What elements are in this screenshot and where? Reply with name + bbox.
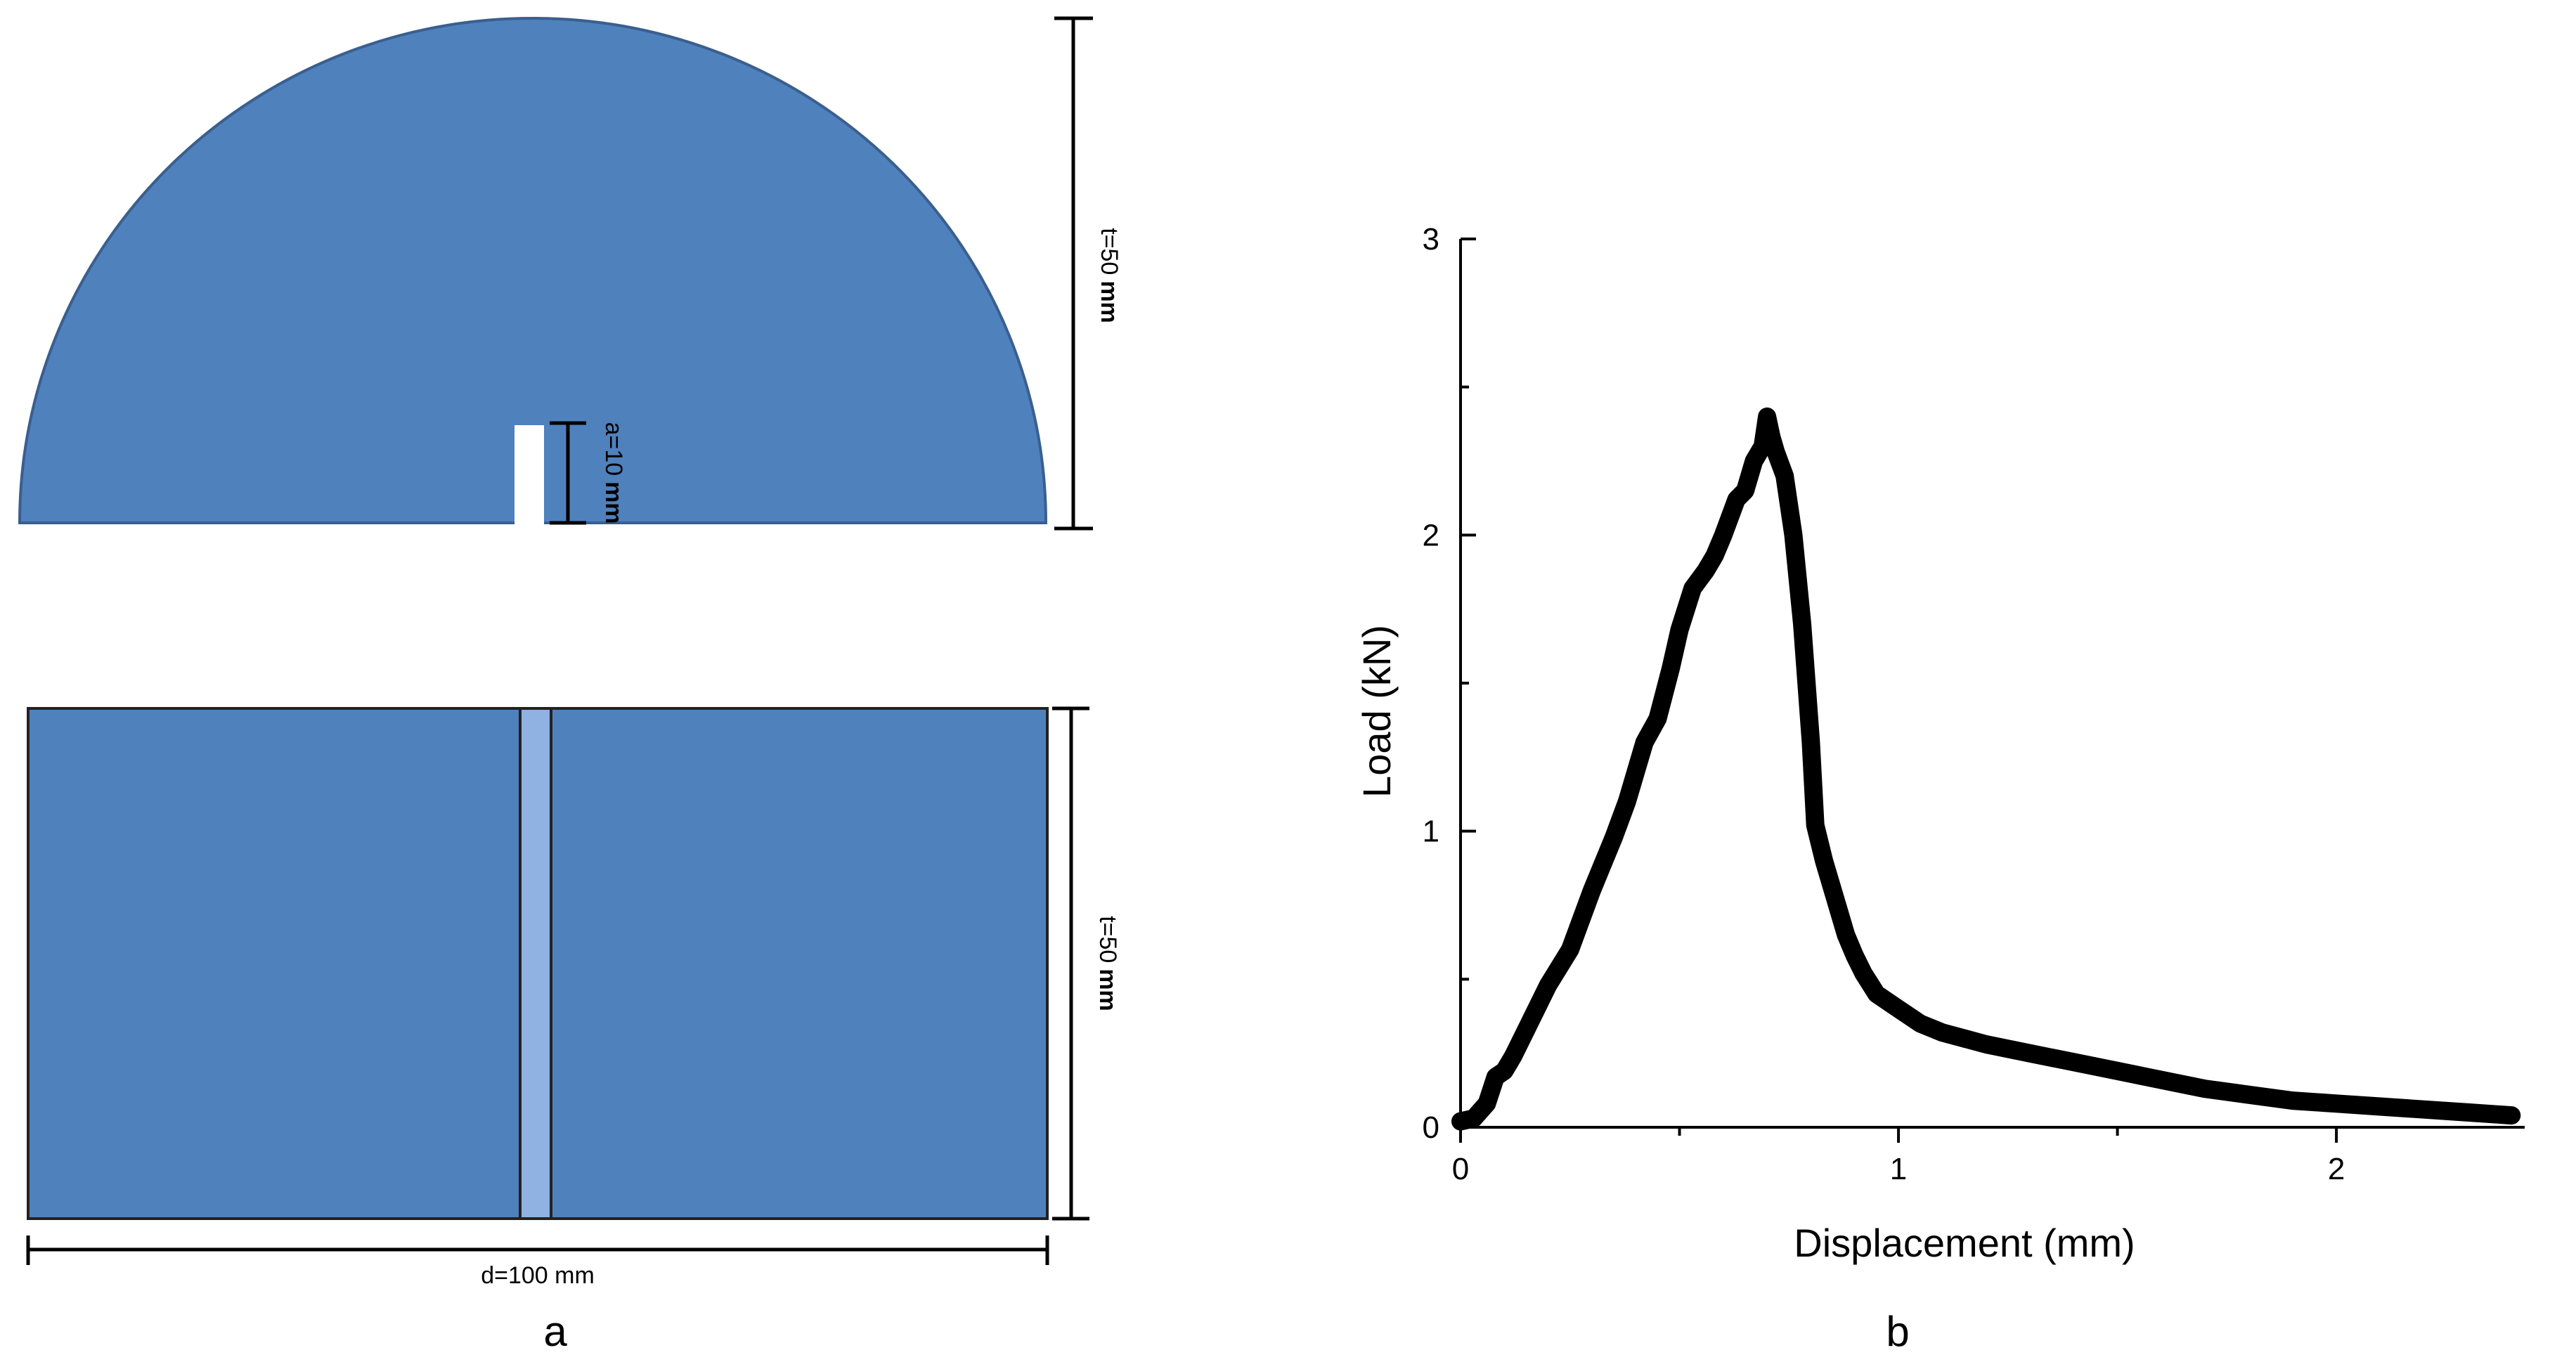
panel-b-label: b <box>1886 1308 1909 1355</box>
y-tick-label: 1 <box>1423 815 1439 849</box>
rectangle-thickness-dimension <box>1052 706 1089 1221</box>
notch-slot <box>514 425 544 527</box>
notch-dimension <box>550 421 586 525</box>
semicircle-thickness-dimension <box>1054 16 1093 531</box>
notch-band <box>519 707 552 1220</box>
y-tick-label: 3 <box>1423 222 1439 257</box>
notch-dimension-label: a=10mm <box>600 422 627 524</box>
diameter-label: d=100 mm <box>481 1262 595 1289</box>
x-tick-label: 2 <box>2328 1152 2345 1186</box>
load-curve <box>1451 407 2521 1131</box>
y-ticks: 0 1 2 3 <box>1423 222 1476 1145</box>
semicircle-thickness-label: t=50mm <box>1096 228 1122 323</box>
x-tick-label: 0 <box>1452 1152 1469 1186</box>
load-displacement-chart: 0 1 2 0 1 2 3 Displacement (mm) Load (kN) b <box>1354 222 2525 1355</box>
y-axis-label: Load (kN) <box>1354 625 1399 798</box>
panel-a: a=10mm t=50mm t=50mm d=100 mm <box>18 16 1122 1355</box>
rectangle-thickness-label: t=50mm <box>1094 916 1121 1011</box>
y-tick-label: 0 <box>1423 1110 1439 1145</box>
x-axis-label: Displacement (mm) <box>1794 1221 2135 1265</box>
y-tick-label: 2 <box>1423 518 1439 552</box>
x-ticks: 0 1 2 <box>1452 1127 2345 1186</box>
semicircle-specimen <box>18 17 1048 524</box>
x-tick-label: 1 <box>1890 1152 1907 1186</box>
panel-a-label: a <box>543 1308 567 1355</box>
diameter-dimension <box>26 1235 1049 1265</box>
